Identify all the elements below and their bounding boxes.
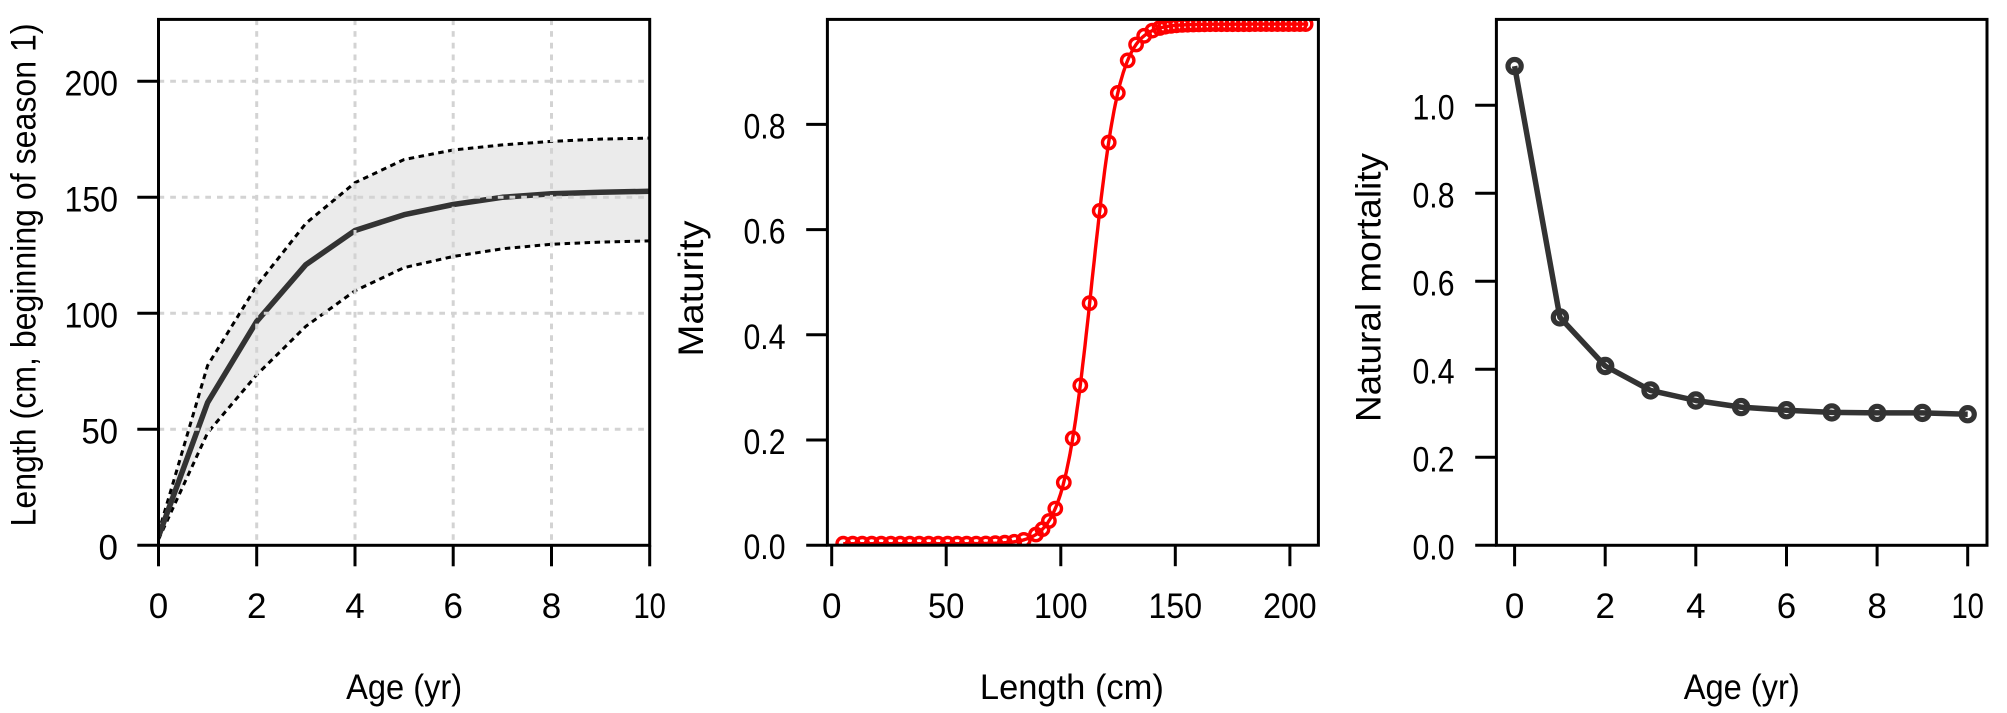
svg-text:200: 200 [1263,587,1317,626]
svg-text:10: 10 [633,587,666,626]
svg-text:0.6: 0.6 [1413,264,1455,303]
svg-text:150: 150 [65,180,119,219]
svg-text:Length (cm, beginning of seaso: Length (cm, beginning of season 1) [5,24,44,527]
svg-text:8: 8 [542,587,561,626]
svg-text:0.4: 0.4 [744,318,786,357]
svg-text:0.2: 0.2 [744,423,786,462]
svg-text:6: 6 [1777,587,1796,626]
svg-text:2: 2 [247,587,266,626]
svg-text:6: 6 [443,587,462,626]
svg-text:50: 50 [928,587,965,626]
svg-text:0.0: 0.0 [1413,528,1455,567]
svg-text:Natural mortality: Natural mortality [1350,152,1389,422]
svg-text:Age (yr): Age (yr) [346,668,462,707]
svg-text:0.4: 0.4 [1413,352,1455,391]
svg-text:2: 2 [1595,587,1614,626]
svg-text:4: 4 [1686,587,1705,626]
svg-text:Length (cm): Length (cm) [980,668,1164,707]
svg-text:0: 0 [99,528,118,567]
svg-text:0.0: 0.0 [744,528,786,567]
svg-text:4: 4 [345,587,364,626]
svg-text:100: 100 [1034,587,1088,626]
svg-text:0: 0 [149,587,168,626]
svg-text:200: 200 [65,64,119,103]
svg-text:Age (yr): Age (yr) [1684,668,1800,707]
svg-text:0.6: 0.6 [744,213,786,252]
svg-text:0.2: 0.2 [1413,440,1455,479]
svg-text:0: 0 [822,587,841,626]
svg-text:100: 100 [65,296,119,335]
svg-text:150: 150 [1149,587,1203,626]
svg-text:10: 10 [1951,587,1984,626]
svg-text:0.8: 0.8 [1413,176,1455,215]
svg-text:Maturity: Maturity [672,220,711,357]
svg-text:0: 0 [1505,587,1524,626]
svg-text:50: 50 [82,412,119,451]
svg-text:1.0: 1.0 [1413,88,1455,127]
svg-text:0.8: 0.8 [744,107,786,146]
svg-text:8: 8 [1867,587,1886,626]
